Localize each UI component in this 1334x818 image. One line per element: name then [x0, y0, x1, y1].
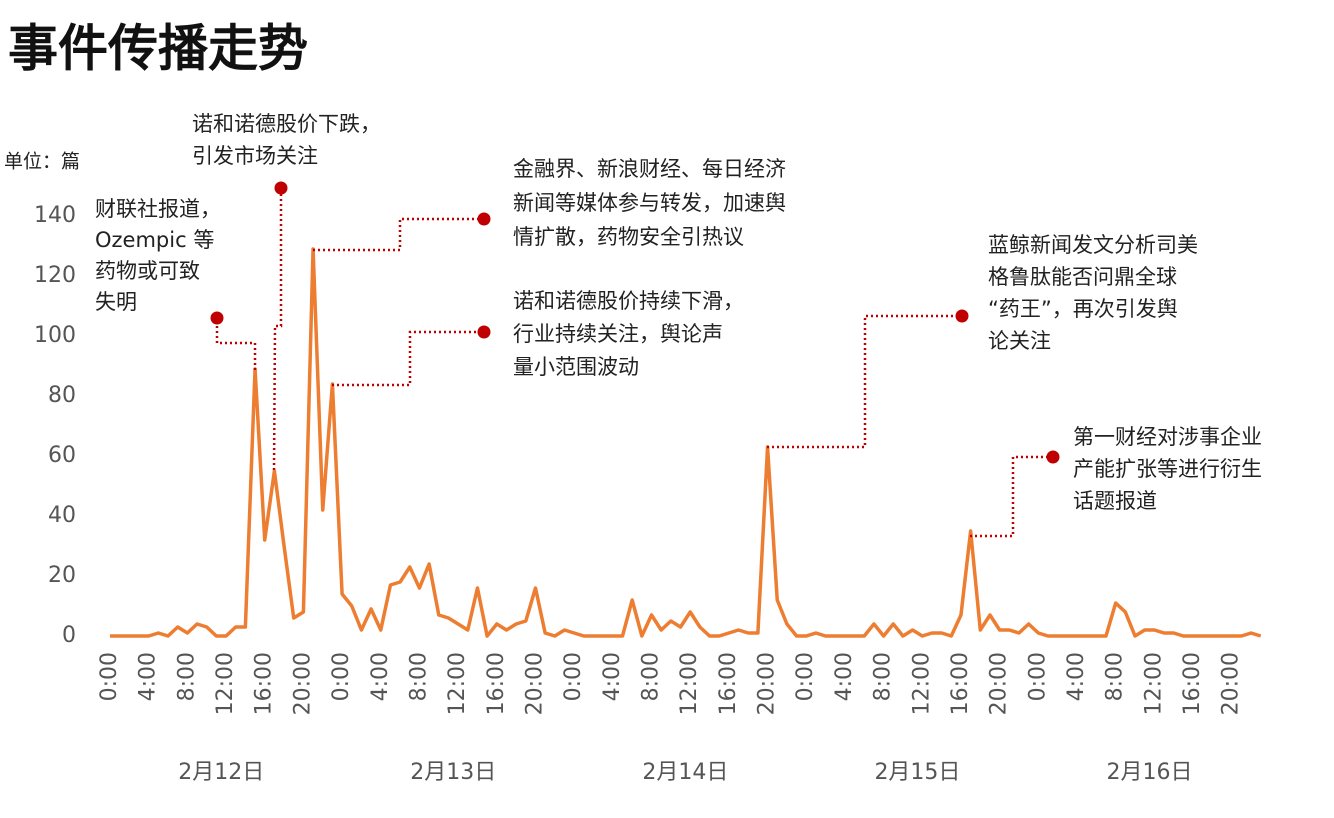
- annotation-connector: [272, 188, 283, 471]
- data-line: [110, 247, 1262, 638]
- chart-title: 事件传播走势: [8, 20, 308, 78]
- annotation-text: 行业持续关注，舆论声: [513, 322, 723, 346]
- annotation-text: Ozempic 等: [95, 228, 214, 252]
- x-tick-label: 0:00: [561, 652, 586, 701]
- x-tick-label: 16:00: [484, 652, 509, 715]
- annotation-connector: [313, 217, 484, 252]
- day-label: 2月16日: [1107, 760, 1193, 785]
- x-tick-label: 8:00: [174, 652, 199, 701]
- annotation-text: 论关注: [988, 329, 1051, 353]
- y-tick-label: 40: [48, 503, 76, 528]
- annotation-dot: [477, 212, 491, 226]
- annotation-dot: [274, 181, 288, 195]
- x-tick-label: 16:00: [948, 652, 973, 715]
- annotation-text: 量小范围波动: [513, 355, 639, 379]
- x-tick-label: 12:00: [1141, 652, 1166, 715]
- x-tick-label: 8:00: [406, 652, 431, 701]
- x-tick-label: 20:00: [987, 652, 1012, 715]
- x-tick-label: 4:00: [136, 652, 161, 701]
- annotation-connector: [970, 455, 1053, 538]
- x-tick-label: 4:00: [832, 652, 857, 701]
- y-tick-label: 0: [62, 623, 76, 648]
- annotation-connector: [332, 330, 484, 387]
- annotation-text: 第一财经对涉事企业: [1073, 425, 1262, 449]
- x-tick-label: 8:00: [639, 652, 664, 701]
- x-tick-label: 8:00: [1103, 652, 1128, 701]
- x-tick-label: 20:00: [1219, 652, 1244, 715]
- annotation-text: 蓝鲸新闻发文分析司美: [988, 233, 1198, 257]
- annotation-text: 诺和诺德股价下跌，: [192, 112, 381, 136]
- annotation-text: “药王”，再次引发舆: [988, 297, 1178, 321]
- annotation-text: 失明: [95, 290, 137, 314]
- annotation-dot: [1046, 450, 1060, 464]
- annotation-text: 情扩散，药物安全引热议: [513, 225, 744, 249]
- x-tick-label: 16:00: [716, 652, 741, 715]
- x-tick-label: 16:00: [1180, 652, 1205, 715]
- x-tick-label: 12:00: [213, 652, 238, 715]
- y-tick-label: 140: [34, 203, 76, 228]
- annotation-dot: [477, 325, 491, 339]
- x-tick-label: 4:00: [1064, 652, 1089, 701]
- annotation-text: 引发市场关注: [192, 144, 318, 168]
- day-label: 2月14日: [642, 760, 728, 785]
- day-label: 2月13日: [410, 760, 496, 785]
- annotation-dot: [210, 311, 224, 325]
- x-tick-label: 8:00: [871, 652, 896, 701]
- x-tick-label: 20:00: [290, 652, 315, 715]
- x-tick-label: 4:00: [600, 652, 625, 701]
- annotation-text: 产能扩张等进行衍生: [1073, 457, 1262, 481]
- y-tick-label: 100: [34, 323, 76, 348]
- annotation-text: 财联社报道，: [95, 197, 221, 221]
- x-tick-label: 0:00: [793, 652, 818, 701]
- annotation-text: 新闻等媒体参与转发，加速舆: [513, 191, 786, 215]
- x-tick-label: 0:00: [329, 652, 354, 701]
- annotation-dot: [955, 309, 969, 323]
- x-tick-label: 12:00: [677, 652, 702, 715]
- annotation-text: 金融界、新浪财经、每日经济: [513, 157, 786, 181]
- y-unit: 单位：篇: [4, 151, 80, 173]
- annotation-connector: [767, 314, 962, 449]
- x-tick-label: 0:00: [97, 652, 122, 701]
- x-tick-label: 12:00: [909, 652, 934, 715]
- annotation-text: 格鲁肽能否问鼎全球: [988, 265, 1177, 289]
- day-label: 2月12日: [178, 760, 264, 785]
- y-tick-label: 80: [48, 383, 76, 408]
- annotation-text: 药物或可致: [95, 259, 200, 283]
- annotation-connector: [215, 318, 257, 370]
- x-tick-label: 12:00: [445, 652, 470, 715]
- y-tick-label: 20: [48, 563, 76, 588]
- x-tick-label: 20:00: [522, 652, 547, 715]
- x-tick-label: 0:00: [1025, 652, 1050, 701]
- x-tick-label: 16:00: [252, 652, 277, 715]
- x-tick-label: 20:00: [755, 652, 780, 715]
- x-tick-label: 4:00: [368, 652, 393, 701]
- annotation-text: 诺和诺德股价持续下滑，: [513, 289, 744, 313]
- y-tick-label: 120: [34, 263, 76, 288]
- day-label: 2月15日: [874, 760, 960, 785]
- y-tick-label: 60: [48, 443, 76, 468]
- annotation-text: 话题报道: [1073, 489, 1157, 513]
